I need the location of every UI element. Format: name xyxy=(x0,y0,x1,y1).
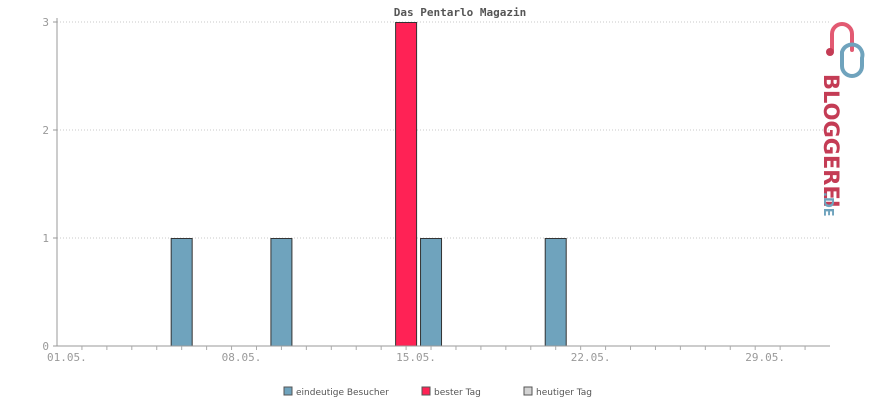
legend-entry: eindeutige Besucher xyxy=(283,386,389,398)
x-tick-label: 08.05. xyxy=(222,351,262,364)
bloggerei-logo: BLOGGEREI .DE xyxy=(819,22,865,217)
bar-visitors-1 xyxy=(270,238,293,347)
legend-swatch xyxy=(523,386,533,396)
axes: 0 1 2 3 01.05. 08.05. 15.05. 22.05. 29.05. xyxy=(42,16,830,364)
bar-visitors-3 xyxy=(544,238,567,347)
y-tick-label: 1 xyxy=(42,232,49,245)
legend-swatch xyxy=(421,386,431,396)
grid-lines xyxy=(57,21,830,239)
y-tick-label: 2 xyxy=(42,124,49,137)
logo-suffix-text: .DE xyxy=(820,192,835,217)
legend-entry: heutiger Tag xyxy=(523,386,592,398)
x-tick-label: 01.05. xyxy=(47,351,87,364)
chart-title: Das Pentarlo Magazin xyxy=(394,6,526,19)
legend-swatch xyxy=(283,386,293,396)
bar-best-day-0 xyxy=(395,22,418,347)
x-tick-label: 29.05. xyxy=(745,351,785,364)
x-tick-label: 15.05. xyxy=(396,351,436,364)
legend-label: bester Tag xyxy=(434,388,481,398)
bar-visitors-2 xyxy=(420,238,443,347)
legend-entry: bester Tag xyxy=(421,386,481,398)
y-tick-label: 0 xyxy=(42,340,49,353)
legend-label: heutiger Tag xyxy=(536,388,592,398)
legend-label: eindeutige Besucher xyxy=(296,388,389,398)
x-tick-label: 22.05. xyxy=(571,351,611,364)
bars xyxy=(170,22,567,347)
y-tick-label: 3 xyxy=(42,16,49,29)
bar-visitors-0 xyxy=(170,238,193,347)
logo-mark-icon xyxy=(826,22,865,78)
logo-main-text: BLOGGEREI xyxy=(819,74,843,208)
legend: eindeutige Besucher bester Tag heutiger Ta… xyxy=(283,386,592,398)
